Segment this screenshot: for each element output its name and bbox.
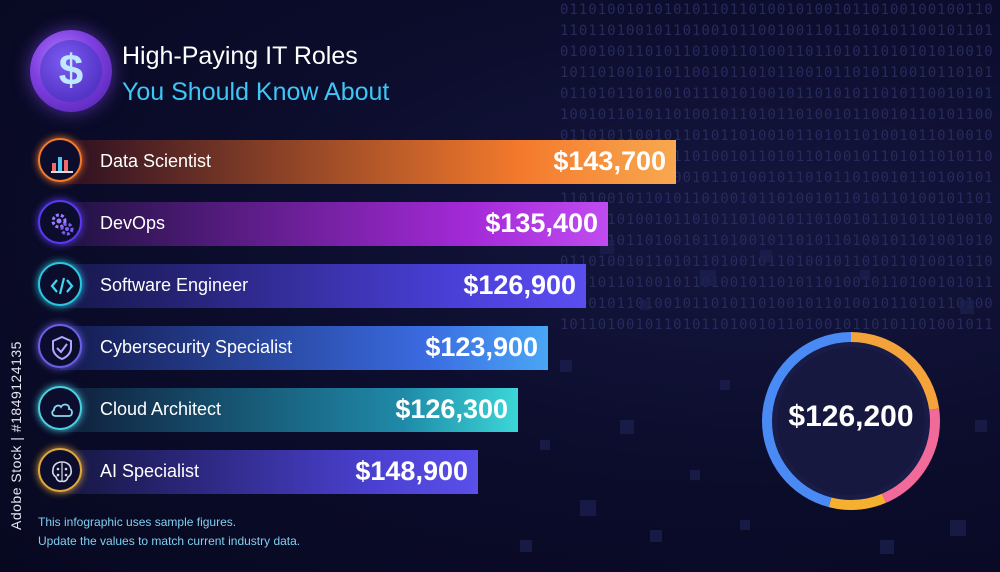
- role-label: Cybersecurity Specialist: [100, 337, 293, 357]
- salary-value: $148,900: [355, 456, 468, 486]
- bar-row-data-scientist: Data Scientist $143,700: [38, 138, 698, 186]
- ring-segment-pink: [762, 332, 940, 510]
- footnote-line-2: Update the values to match current indus…: [38, 534, 301, 548]
- salary-value: $135,400: [485, 208, 598, 238]
- salary-value: $143,700: [553, 146, 666, 176]
- bar: [60, 388, 518, 432]
- role-label: AI Specialist: [100, 461, 200, 481]
- dollar-coin-icon: $: [30, 30, 112, 112]
- average-salary-value: $126,200: [788, 400, 914, 433]
- role-label: DevOps: [100, 213, 166, 233]
- bar-row-cloud-architect: Cloud Architect $126,300: [38, 386, 698, 434]
- salary-value: $126,300: [395, 394, 508, 424]
- shield-icon: [38, 324, 82, 368]
- bar: [60, 326, 548, 370]
- bar: [60, 140, 676, 184]
- role-label: Software Engineer: [100, 275, 249, 295]
- role-label: Cloud Architect: [100, 399, 222, 419]
- page-subtitle: You Should Know About: [122, 78, 390, 106]
- stock-credit: Adobe Stock | #1849124135: [8, 341, 24, 530]
- salary-bar-chart: Data Scientist $143,700 DevOps $135,400 …: [38, 138, 698, 498]
- footnote-line-1: This infographic uses sample figures.: [38, 515, 237, 529]
- chart-icon: [38, 138, 82, 182]
- bar: [60, 264, 586, 308]
- salary-value: $126,900: [463, 270, 576, 300]
- role-label: Data Scientist: [100, 151, 212, 171]
- bar-row-software-engineer: Software Engineer $126,900: [38, 262, 698, 310]
- cloud-icon: [38, 386, 82, 430]
- salary-value: $123,900: [425, 332, 538, 362]
- bar-row-cybersecurity-specialist: Cybersecurity Specialist $123,900: [38, 324, 698, 372]
- gears-icon: [38, 200, 82, 244]
- bar: [60, 202, 608, 246]
- bar-row-ai-specialist: AI Specialist $148,900: [38, 448, 698, 496]
- brain-chip-icon: [38, 448, 82, 492]
- dollar-sign: $: [58, 46, 84, 95]
- page-title: High-Paying IT Roles: [122, 42, 358, 70]
- bar-row-devops: DevOps $135,400: [38, 200, 698, 248]
- average-salary-ring: [762, 332, 940, 510]
- ring-segment-blue: [762, 332, 940, 510]
- bar: [60, 450, 478, 494]
- code-icon: [38, 262, 82, 306]
- ring-segment-gold: [762, 332, 940, 510]
- header: $ High-Paying IT Roles You Should Know A…: [30, 30, 550, 115]
